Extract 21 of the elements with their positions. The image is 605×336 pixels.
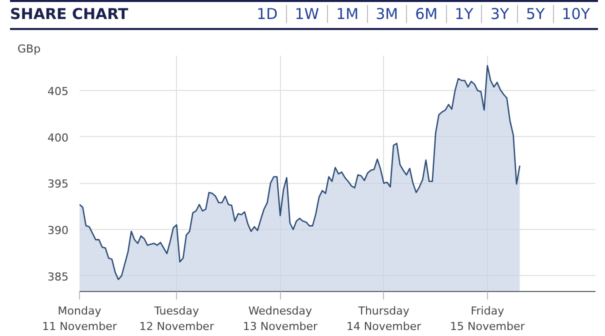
text: 1D <box>256 5 279 24</box>
x-tick-label: Tuesday 12 November <box>139 304 214 334</box>
x-tick-label: Friday 15 November <box>450 304 526 334</box>
text: 6M <box>406 5 446 24</box>
y-tick-label: 395 <box>48 178 69 191</box>
text: 1M <box>327 5 367 24</box>
y-tick-label: 400 <box>48 131 69 144</box>
y-tick-label: 405 <box>48 85 69 98</box>
y-tick-label: 385 <box>48 270 69 284</box>
x-tick-label: Wednesday 13 November <box>242 304 318 334</box>
y-axis-title: GBp <box>18 42 41 56</box>
text: 5Y <box>517 5 553 24</box>
text: 3M <box>366 5 406 24</box>
text: 10Y <box>552 5 598 24</box>
chart-title: SHARE CHART <box>10 4 128 26</box>
y-tick-label: 390 <box>48 224 69 237</box>
x-tick-label: Monday 11 November <box>42 304 118 334</box>
text: 3Y <box>481 5 518 24</box>
x-tick-label: Thursday 14 November <box>346 304 422 334</box>
text: 1W <box>286 5 328 24</box>
text: 1Y <box>446 5 482 24</box>
